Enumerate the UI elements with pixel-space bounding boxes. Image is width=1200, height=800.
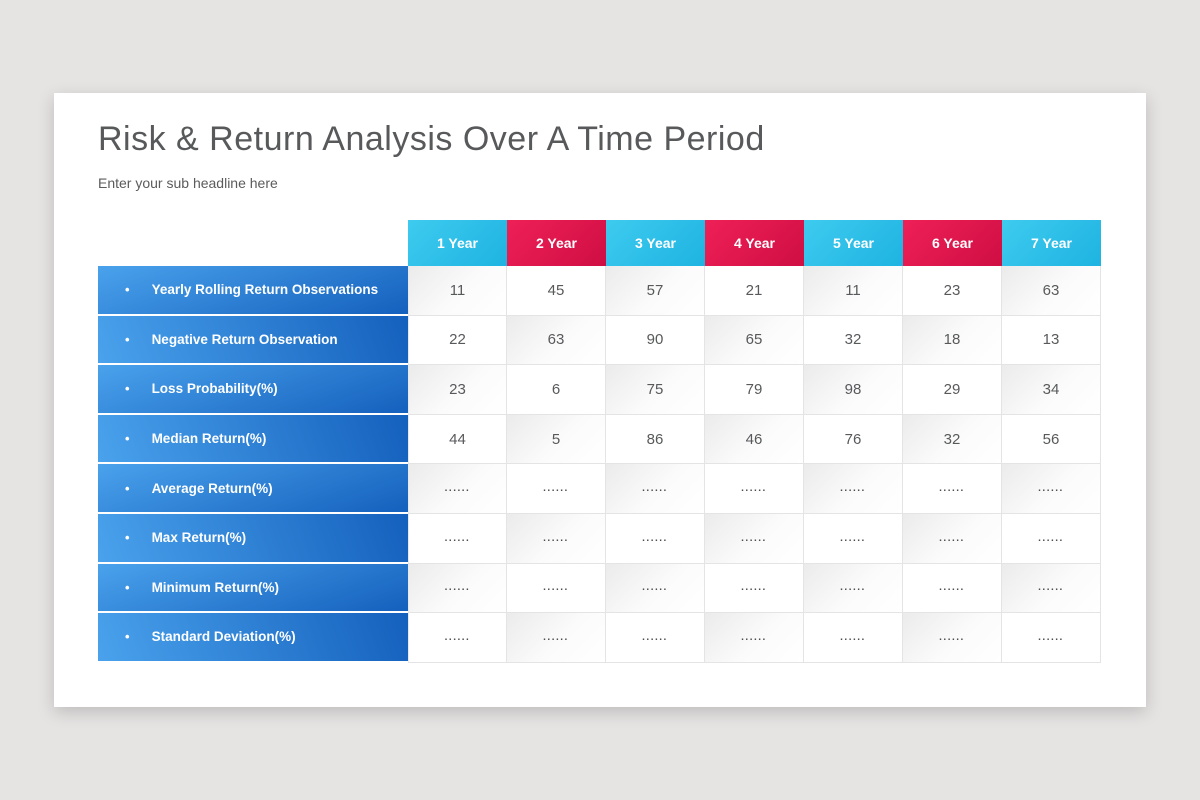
column-header-4-year: 4 Year	[705, 220, 804, 266]
table-cell: ......	[408, 464, 507, 514]
row-label: • Median Return(%)	[98, 414, 408, 463]
table-cell: 11	[804, 266, 903, 316]
table-cell: ......	[903, 464, 1002, 514]
row-label: • Average Return(%)	[98, 464, 408, 512]
risk-return-table: 1 Year 2 Year 3 Year 4 Year 5 Year 6 Year 7 Ye…	[98, 220, 1101, 663]
table-row-labels: • Yearly Rolling Return Observations • Nega…	[98, 266, 408, 663]
column-header-6-year: 6 Year	[903, 220, 1002, 266]
table-cell: ......	[903, 613, 1002, 663]
bullet-icon: •	[125, 530, 130, 546]
page-title: Risk & Return Analysis Over A Time Perio…	[98, 120, 765, 158]
bullet-icon: •	[125, 331, 130, 347]
table-cell: ......	[1002, 613, 1101, 663]
table-cell: 29	[903, 365, 1002, 415]
table-cell: 6	[507, 365, 606, 415]
column-header-5-year: 5 Year	[804, 220, 903, 266]
table-cell: 22	[408, 315, 507, 366]
table-cell: ......	[408, 613, 507, 663]
table-cell: 23	[408, 365, 507, 415]
table-cell: ......	[705, 464, 804, 514]
table-cell: ......	[705, 563, 804, 614]
row-label-text: Yearly Rolling Return Observations	[151, 282, 379, 298]
table-cell: 86	[606, 414, 705, 465]
table-cell: 98	[804, 365, 903, 415]
table-cell: 46	[705, 414, 804, 465]
row-label-text: Max Return(%)	[151, 530, 247, 546]
table-cell: 5	[507, 414, 606, 465]
table-cell: 23	[903, 266, 1002, 316]
slide-card: Risk & Return Analysis Over A Time Perio…	[54, 93, 1146, 707]
row-label-text: Loss Probability(%)	[151, 381, 278, 397]
table-cell: 90	[606, 315, 705, 366]
table-cell: 63	[507, 315, 606, 366]
bullet-icon: •	[125, 282, 130, 298]
column-header-7-year: 7 Year	[1002, 220, 1101, 266]
table-cell: 34	[1002, 365, 1101, 415]
table-cell: ......	[804, 464, 903, 514]
table-cell: ......	[606, 464, 705, 514]
table-cell: ......	[705, 613, 804, 663]
table-cell: ......	[606, 613, 705, 663]
bullet-icon: •	[125, 629, 130, 645]
table-cell: 63	[1002, 266, 1101, 316]
table-cell: ......	[804, 613, 903, 663]
table-cell: 76	[804, 414, 903, 465]
table-cell: 44	[408, 414, 507, 465]
table-cell: ......	[507, 513, 606, 564]
bullet-icon: •	[125, 381, 130, 397]
table-cell: 79	[705, 365, 804, 415]
table-cell: 45	[507, 266, 606, 316]
table-cell: 32	[804, 315, 903, 366]
column-header-1-year: 1 Year	[408, 220, 507, 266]
table-cell: ......	[804, 513, 903, 564]
column-header-2-year: 2 Year	[507, 220, 606, 266]
row-label-text: Average Return(%)	[151, 480, 273, 496]
table-cell: 18	[903, 315, 1002, 366]
table-cell: 57	[606, 266, 705, 316]
table-cell: ......	[408, 563, 507, 614]
row-label: • Loss Probability(%)	[98, 365, 408, 413]
row-label-text: Minimum Return(%)	[151, 579, 280, 595]
row-label-text: Negative Return Observation	[151, 331, 338, 347]
column-header-3-year: 3 Year	[606, 220, 705, 266]
bullet-icon: •	[125, 431, 130, 447]
row-label: • Yearly Rolling Return Observations	[98, 266, 408, 314]
page-subtitle: Enter your sub headline here	[98, 175, 278, 191]
row-label: • Negative Return Observation	[98, 315, 408, 364]
table-cell: 56	[1002, 414, 1101, 465]
table-cell: ......	[1002, 464, 1101, 514]
row-label-text: Median Return(%)	[151, 431, 267, 447]
table-column-headers: 1 Year 2 Year 3 Year 4 Year 5 Year 6 Year 7 Ye…	[408, 220, 1101, 266]
table-cell: 11	[408, 266, 507, 316]
table-data-grid: 11 45 57 21 11 23 63 22 63 90 65 32 18 13 23 6 75 79 98 29 3…	[408, 266, 1101, 663]
row-label: • Max Return(%)	[98, 513, 408, 562]
row-label: • Standard Deviation(%)	[98, 613, 408, 661]
table-cell: ......	[408, 513, 507, 564]
table-cell: 75	[606, 365, 705, 415]
table-cell: ......	[507, 613, 606, 663]
table-cell: ......	[507, 563, 606, 614]
table-cell: ......	[1002, 513, 1101, 564]
table-cell: 13	[1002, 315, 1101, 366]
bullet-icon: •	[125, 579, 130, 595]
table-cell: 65	[705, 315, 804, 366]
table-cell: ......	[804, 563, 903, 614]
table-cell: ......	[903, 513, 1002, 564]
table-cell: ......	[606, 563, 705, 614]
table-cell: ......	[606, 513, 705, 564]
table-cell: ......	[903, 563, 1002, 614]
table-cell: 21	[705, 266, 804, 316]
row-label: • Minimum Return(%)	[98, 563, 408, 612]
table-cell: ......	[507, 464, 606, 514]
table-cell: ......	[1002, 563, 1101, 614]
table-cell: 32	[903, 414, 1002, 465]
bullet-icon: •	[125, 480, 130, 496]
table-cell: ......	[705, 513, 804, 564]
row-label-text: Standard Deviation(%)	[151, 629, 296, 645]
